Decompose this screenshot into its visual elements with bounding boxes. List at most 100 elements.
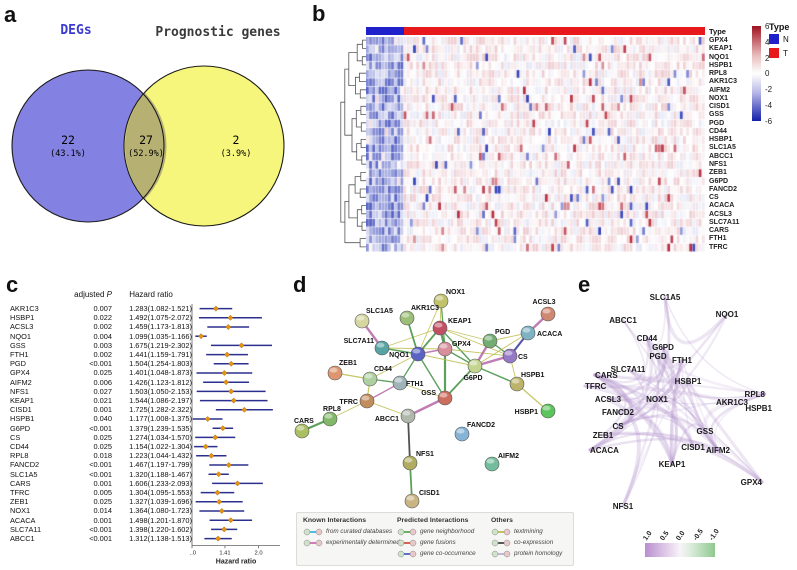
correlation-edge xyxy=(584,385,733,405)
ppi-node-ABCC1 xyxy=(400,408,416,424)
correlation-edge xyxy=(616,414,720,452)
ppi-edge-KEAP1-PGD xyxy=(439,327,491,342)
forest-pvalue: 0.002 xyxy=(93,350,113,359)
ppi-network: NOX1 SLC1A5 AKR1C3 KEAP1 ACSL3 PGD ACACA SLC7A1… xyxy=(294,289,562,509)
ppi-node-highlight xyxy=(504,350,513,356)
correlation-node-label-ABCC1: ABCC1 xyxy=(609,316,637,325)
ppi-legend-section: Predicted Interactions gene neighborhood g… xyxy=(397,517,476,559)
ppi-node-label-ACSL3: ACSL3 xyxy=(533,299,556,306)
colorbar-tick: -6 xyxy=(765,116,773,126)
correlation-edge xyxy=(656,354,679,466)
forest-hr-ci: 1.379(1.239-1.535) xyxy=(129,423,192,433)
ppi-node-label-ZEB1: ZEB1 xyxy=(339,360,357,367)
venn-right-pct: (3.9%) xyxy=(221,149,252,159)
colorbar-tick: -4 xyxy=(765,101,773,111)
correlation-edge xyxy=(681,359,694,448)
heatmap-gene-label: NOX1 xyxy=(709,94,729,102)
ppi-node-NFS1 xyxy=(402,455,418,471)
forest-hr-ci: 1.606(1.233-2.093) xyxy=(129,478,192,488)
correlation-edge xyxy=(617,296,671,413)
ppi-node-label-AKR1C3: AKR1C3 xyxy=(411,305,439,312)
ppi-node-NOX1 xyxy=(433,293,449,309)
forest-hr-marker xyxy=(224,351,230,358)
forest-hr-marker xyxy=(230,397,237,404)
ppi-edge-G6PD-HSPB1 xyxy=(474,365,518,385)
correlation-node-label-GPX4: GPX4 xyxy=(741,478,763,487)
heatmap-gene-label: GPX4 xyxy=(709,37,728,44)
forest-gene: FANCD2 xyxy=(10,460,40,470)
heatmap-gene-label: CD44 xyxy=(709,127,727,135)
edge-type-icon xyxy=(303,539,323,547)
ppi-node-GPX4 xyxy=(437,341,453,357)
forest-pvalue: 0.022 xyxy=(93,313,113,323)
ppi-node-FTH1 xyxy=(392,375,408,391)
forest-gene: SLC1A5 xyxy=(10,469,38,479)
ppi-node-label-SLC7A11: SLC7A11 xyxy=(344,338,374,345)
heatmap-gene-label: KEAP1 xyxy=(709,45,733,53)
ppi-node-label-RPL8: RPL8 xyxy=(323,406,341,413)
forest-pvalue: 0.025 xyxy=(93,497,113,507)
forest-hr-ci: 1.283(1.082-1.521) xyxy=(129,304,192,313)
forest-hr-marker xyxy=(216,498,223,505)
correlation-edge xyxy=(593,373,674,466)
edge-type-icon xyxy=(491,550,511,558)
forest-pvalue: 0.002 xyxy=(93,322,113,332)
forest-gene: G6PD xyxy=(10,423,31,433)
ppi-node-label-GPX4: GPX4 xyxy=(452,341,471,348)
forest-gene: NFS1 xyxy=(10,386,29,396)
edge-type-icon xyxy=(397,528,417,536)
ppi-legend-item: experimentally determined xyxy=(303,537,400,548)
correlation-edge xyxy=(686,380,766,399)
forest-pvalue: 0.007 xyxy=(93,304,113,313)
forest-header-p: adjusted P xyxy=(74,290,112,299)
ppi-node-highlight xyxy=(542,308,551,314)
heatmap-gene-label: SLC1A5 xyxy=(709,144,736,152)
correlation-colorbar-tick: -0.5 xyxy=(691,528,705,542)
correlation-colorbar xyxy=(645,543,715,557)
ppi-legend-section-title: Others xyxy=(491,517,513,524)
ppi-legend-section: Others textmining co-expression protein hom… xyxy=(491,517,562,559)
forest-hr-ci: 1.492(1.075-2.072) xyxy=(129,313,192,323)
ppi-legend: Known Interactions from curated databases… xyxy=(296,512,574,566)
correlation-edge xyxy=(713,393,766,451)
correlation-edge xyxy=(616,406,720,452)
ppi-node-highlight xyxy=(542,405,551,411)
correlation-node-label-PGD: PGD xyxy=(649,352,667,361)
ppi-node-label-CD44: CD44 xyxy=(374,366,392,373)
forest-table: AKR1C3 0.007 1.283(1.082-1.521) HSBP1 0.022 1… xyxy=(0,304,196,544)
correlation-node-label-AIFM2: AIFM2 xyxy=(706,446,731,455)
correlation-node-label-FTH1: FTH1 xyxy=(672,356,693,365)
correlation-edge xyxy=(646,337,660,400)
correlation-edge xyxy=(686,379,720,452)
ppi-node-highlight xyxy=(412,348,421,354)
ppi-node-highlight xyxy=(439,343,448,349)
ppi-node-label-CARS: CARS xyxy=(294,418,314,425)
venn-right-title: Prognostic genes xyxy=(155,25,280,40)
forest-hr-ci: 1.503(1.050-2.153) xyxy=(129,386,192,396)
edge-type-icon xyxy=(491,539,511,547)
ppi-node-highlight xyxy=(329,367,338,373)
correlation-edge xyxy=(707,432,764,484)
correlation-edge xyxy=(681,359,719,451)
heatmap-gene-label: CARS xyxy=(709,227,729,235)
correlation-edge xyxy=(588,336,654,452)
forest-plot: 1.0 1.41 2.0 Hazard ratio xyxy=(190,304,280,566)
forest-hr-marker xyxy=(215,471,222,478)
correlation-edge xyxy=(622,398,659,507)
forest-gene: HSBP1 xyxy=(10,313,35,323)
correlation-edge xyxy=(720,392,767,407)
ppi-edge-KEAP1-G6PD xyxy=(439,327,476,367)
ppi-edge-GPX4-CS xyxy=(444,348,511,357)
ppi-legend-item: protein homology xyxy=(491,548,562,559)
heatmap-gene-label: ACSL3 xyxy=(709,210,732,218)
forest-pvalue: 0.018 xyxy=(93,451,113,461)
group-N-bar xyxy=(366,27,404,35)
forest-hr-marker xyxy=(221,370,228,376)
ppi-node-label-AIFM2: AIFM2 xyxy=(498,453,519,460)
forest-hr-marker xyxy=(198,333,204,340)
ppi-node-highlight xyxy=(456,428,465,434)
ppi-node-label-CS: CS xyxy=(518,354,528,361)
ppi-legend-item: gene fusions xyxy=(397,537,476,548)
ppi-node-label-FANCD2: FANCD2 xyxy=(467,422,495,429)
